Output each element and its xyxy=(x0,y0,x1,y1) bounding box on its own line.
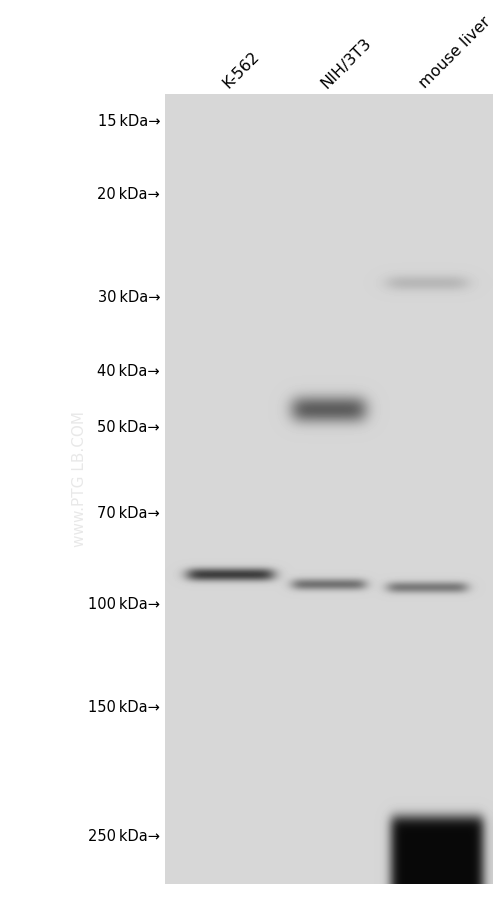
Text: 50 kDa→: 50 kDa→ xyxy=(98,419,160,435)
Text: mouse liver: mouse liver xyxy=(416,14,494,91)
Text: 150 kDa→: 150 kDa→ xyxy=(88,699,160,713)
Text: 40 kDa→: 40 kDa→ xyxy=(98,364,160,378)
Text: K-562: K-562 xyxy=(220,49,262,91)
Text: 15 kDa→: 15 kDa→ xyxy=(98,115,160,129)
Text: 250 kDa→: 250 kDa→ xyxy=(88,828,160,843)
Text: NIH/3T3: NIH/3T3 xyxy=(318,35,374,91)
Text: 100 kDa→: 100 kDa→ xyxy=(88,596,160,611)
Text: www.PTG LB.COM: www.PTG LB.COM xyxy=(72,410,88,546)
Text: 30 kDa→: 30 kDa→ xyxy=(98,290,160,305)
Text: 70 kDa→: 70 kDa→ xyxy=(97,505,160,520)
Text: 20 kDa→: 20 kDa→ xyxy=(97,188,160,202)
